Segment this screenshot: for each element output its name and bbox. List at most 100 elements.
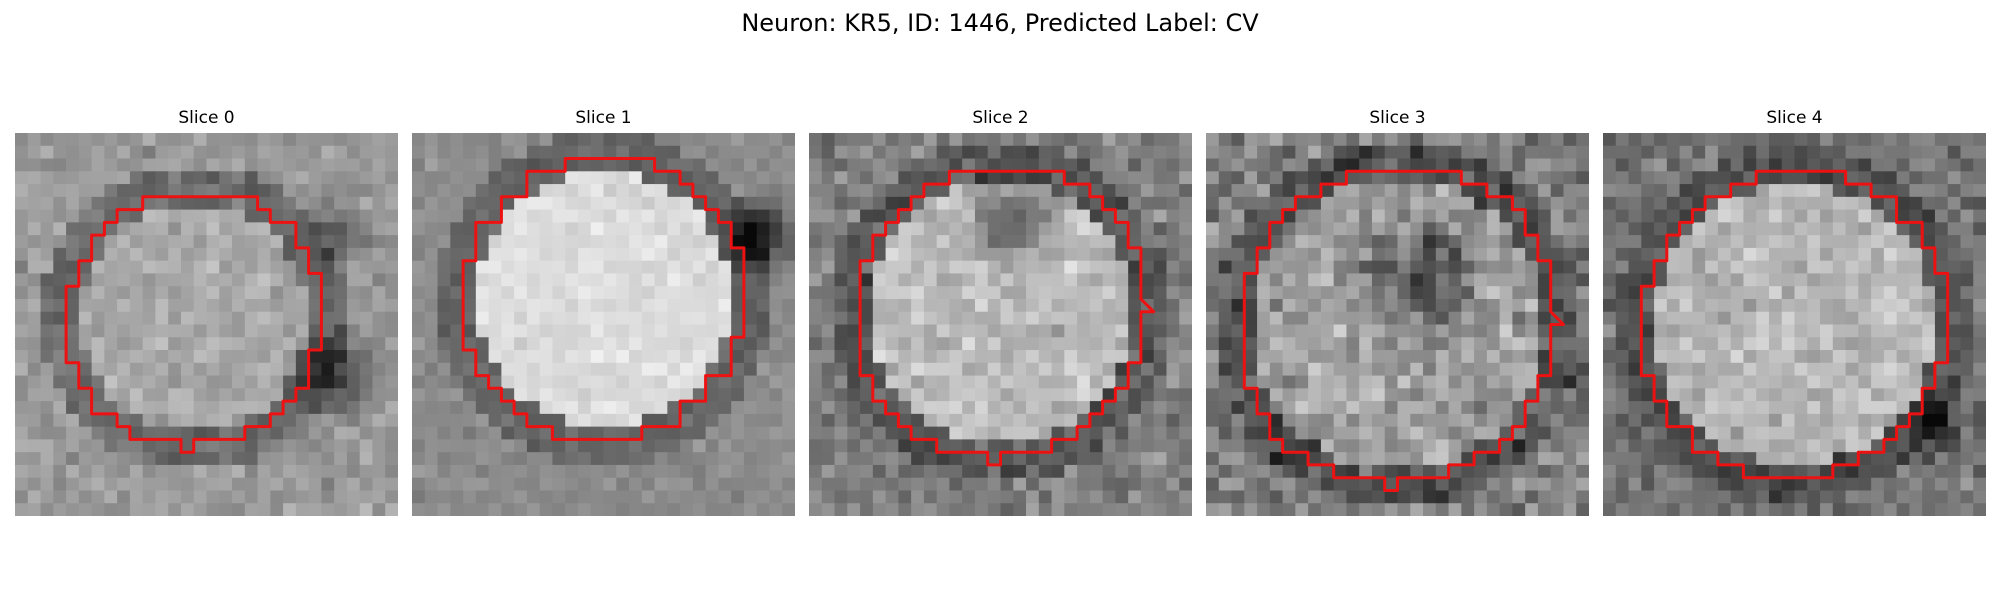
pixel (334, 209, 348, 223)
pixel (1077, 286, 1091, 300)
pixel (1654, 196, 1668, 211)
pixel (1257, 273, 1271, 287)
pixel (412, 196, 426, 211)
pixel (1756, 350, 1770, 364)
pixel (834, 273, 848, 287)
pixel (142, 158, 157, 172)
pixel (1295, 413, 1309, 428)
pixel (1410, 426, 1424, 440)
pixel (1922, 388, 1936, 402)
pixel (1179, 375, 1192, 389)
pixel (1295, 490, 1309, 504)
pixel (1883, 350, 1898, 364)
pixel (1423, 260, 1437, 275)
pixel (860, 503, 874, 516)
pixel (898, 171, 912, 185)
pixel (1140, 247, 1155, 262)
pixel (1909, 490, 1923, 504)
pixel (155, 477, 169, 492)
pixel (1512, 171, 1526, 185)
pixel (1768, 439, 1783, 453)
pixel (193, 477, 208, 492)
figure-title: Neuron: KR5, ID: 1446, Predicted Label: … (741, 9, 1259, 37)
pixel (885, 196, 899, 211)
pixel (1257, 401, 1271, 415)
pixel (1654, 235, 1668, 249)
pixel (1359, 145, 1373, 160)
pixel (321, 273, 335, 287)
pixel (91, 133, 105, 147)
pixel (1666, 145, 1681, 160)
pixel (1794, 209, 1808, 223)
pixel (1537, 158, 1552, 172)
pixel (168, 350, 182, 364)
pixel (1128, 247, 1142, 262)
pixel (949, 503, 963, 516)
pixel (129, 171, 144, 185)
pixel (257, 209, 271, 223)
pixel (782, 426, 795, 440)
pixel (552, 222, 566, 236)
pixel (809, 222, 823, 236)
pixel (1077, 439, 1091, 453)
pixel (168, 145, 182, 160)
pixel (1692, 158, 1706, 172)
pixel (1026, 324, 1040, 338)
pixel (962, 158, 976, 172)
pixel (1371, 439, 1386, 453)
pixel (1206, 413, 1220, 428)
pixel (782, 477, 795, 492)
pixel (667, 324, 681, 338)
pixel (756, 158, 771, 172)
pixel (372, 324, 386, 338)
pixel (334, 311, 348, 326)
pixel (1922, 477, 1936, 492)
pixel (359, 235, 374, 249)
pixel (1807, 324, 1821, 338)
pixel (1461, 222, 1475, 236)
pixel (1666, 324, 1681, 338)
pixel (463, 362, 477, 377)
pixel (359, 362, 374, 377)
pixel (1692, 503, 1706, 516)
pixel (1756, 158, 1770, 172)
pixel (1692, 350, 1706, 364)
pixel (129, 273, 144, 287)
pixel (629, 286, 643, 300)
pixel (359, 413, 374, 428)
pixel (1051, 196, 1065, 211)
pixel (1153, 133, 1168, 147)
pixel (526, 260, 541, 275)
pixel (1115, 490, 1129, 504)
pixel (809, 235, 823, 249)
slice-panel-0: Slice 0 (15, 108, 398, 516)
pixel (295, 490, 310, 504)
pixel (40, 362, 54, 377)
pixel (53, 401, 67, 415)
pixel (334, 439, 348, 453)
pixel (936, 184, 951, 198)
pixel (488, 452, 502, 466)
pixel (923, 401, 938, 415)
pixel (1244, 133, 1258, 147)
pixel (1641, 209, 1655, 223)
pixel (692, 247, 707, 262)
pixel (1525, 235, 1539, 249)
pixel (809, 477, 823, 492)
pixel (1679, 222, 1693, 236)
pixel (1282, 362, 1296, 377)
pixel (974, 196, 989, 211)
pixel (219, 133, 233, 147)
pixel (1166, 209, 1180, 223)
pixel (334, 260, 348, 275)
pixel (1947, 477, 1962, 492)
pixel (987, 273, 1002, 287)
pixel (1934, 145, 1949, 160)
pixel (539, 503, 554, 516)
pixel (91, 362, 105, 377)
pixel (552, 184, 566, 198)
pixel (142, 490, 157, 504)
pixel (1474, 286, 1488, 300)
pixel (117, 184, 131, 198)
pixel (1244, 490, 1258, 504)
